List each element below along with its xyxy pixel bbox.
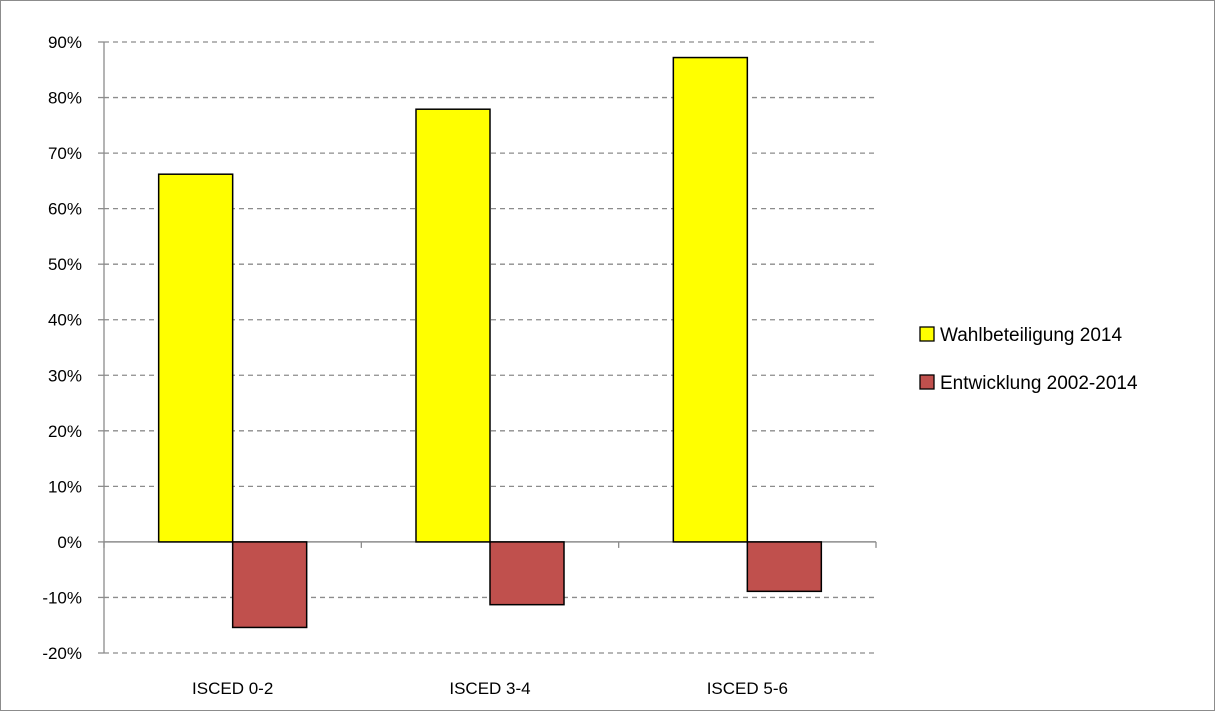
x-axis-tick-labels: ISCED 0-2 ISCED 3-4 ISCED 5-6 <box>192 679 788 698</box>
y-axis-tick-labels: 90% 80% 70% 60% 50% 40% 30% 20% 10% 0% -10% -20% <box>42 33 82 663</box>
bars <box>157 56 823 629</box>
legend: Wahlbeteiligung 2014 Entwicklung 2002-201… <box>919 325 1138 394</box>
bar-wahlbeteiligung-1 <box>157 173 234 543</box>
y-tick-label: 20% <box>48 422 82 441</box>
x-tick-label: ISCED 0-2 <box>192 679 273 698</box>
y-tick-label: 60% <box>48 200 82 219</box>
legend-label: Wahlbeteiligung 2014 <box>940 325 1122 346</box>
y-tick-label: 30% <box>48 366 82 385</box>
y-tick-label: 40% <box>48 311 82 330</box>
bar-wahlbeteiligung-3 <box>672 56 749 543</box>
legend-swatch <box>919 374 935 390</box>
bar-entwicklung-1 <box>231 541 308 629</box>
legend-label: Entwicklung 2002-2014 <box>940 373 1138 394</box>
y-tick-label: 0% <box>57 533 82 552</box>
bar-wahlbeteiligung-2 <box>415 108 491 543</box>
y-tick-label: 70% <box>48 144 82 163</box>
bar-entwicklung-2 <box>489 541 565 606</box>
y-tick-label: 80% <box>48 89 82 108</box>
y-tick-label: 10% <box>48 477 82 496</box>
x-tick-label: ISCED 5-6 <box>707 679 788 698</box>
y-tick-label: -20% <box>42 644 82 663</box>
x-tick-label: ISCED 3-4 <box>449 679 530 698</box>
y-tick-label: -10% <box>42 588 82 607</box>
y-tick-label: 50% <box>48 255 82 274</box>
bar-entwicklung-3 <box>746 541 823 593</box>
y-tick-label: 90% <box>48 33 82 52</box>
legend-swatch <box>919 326 935 342</box>
